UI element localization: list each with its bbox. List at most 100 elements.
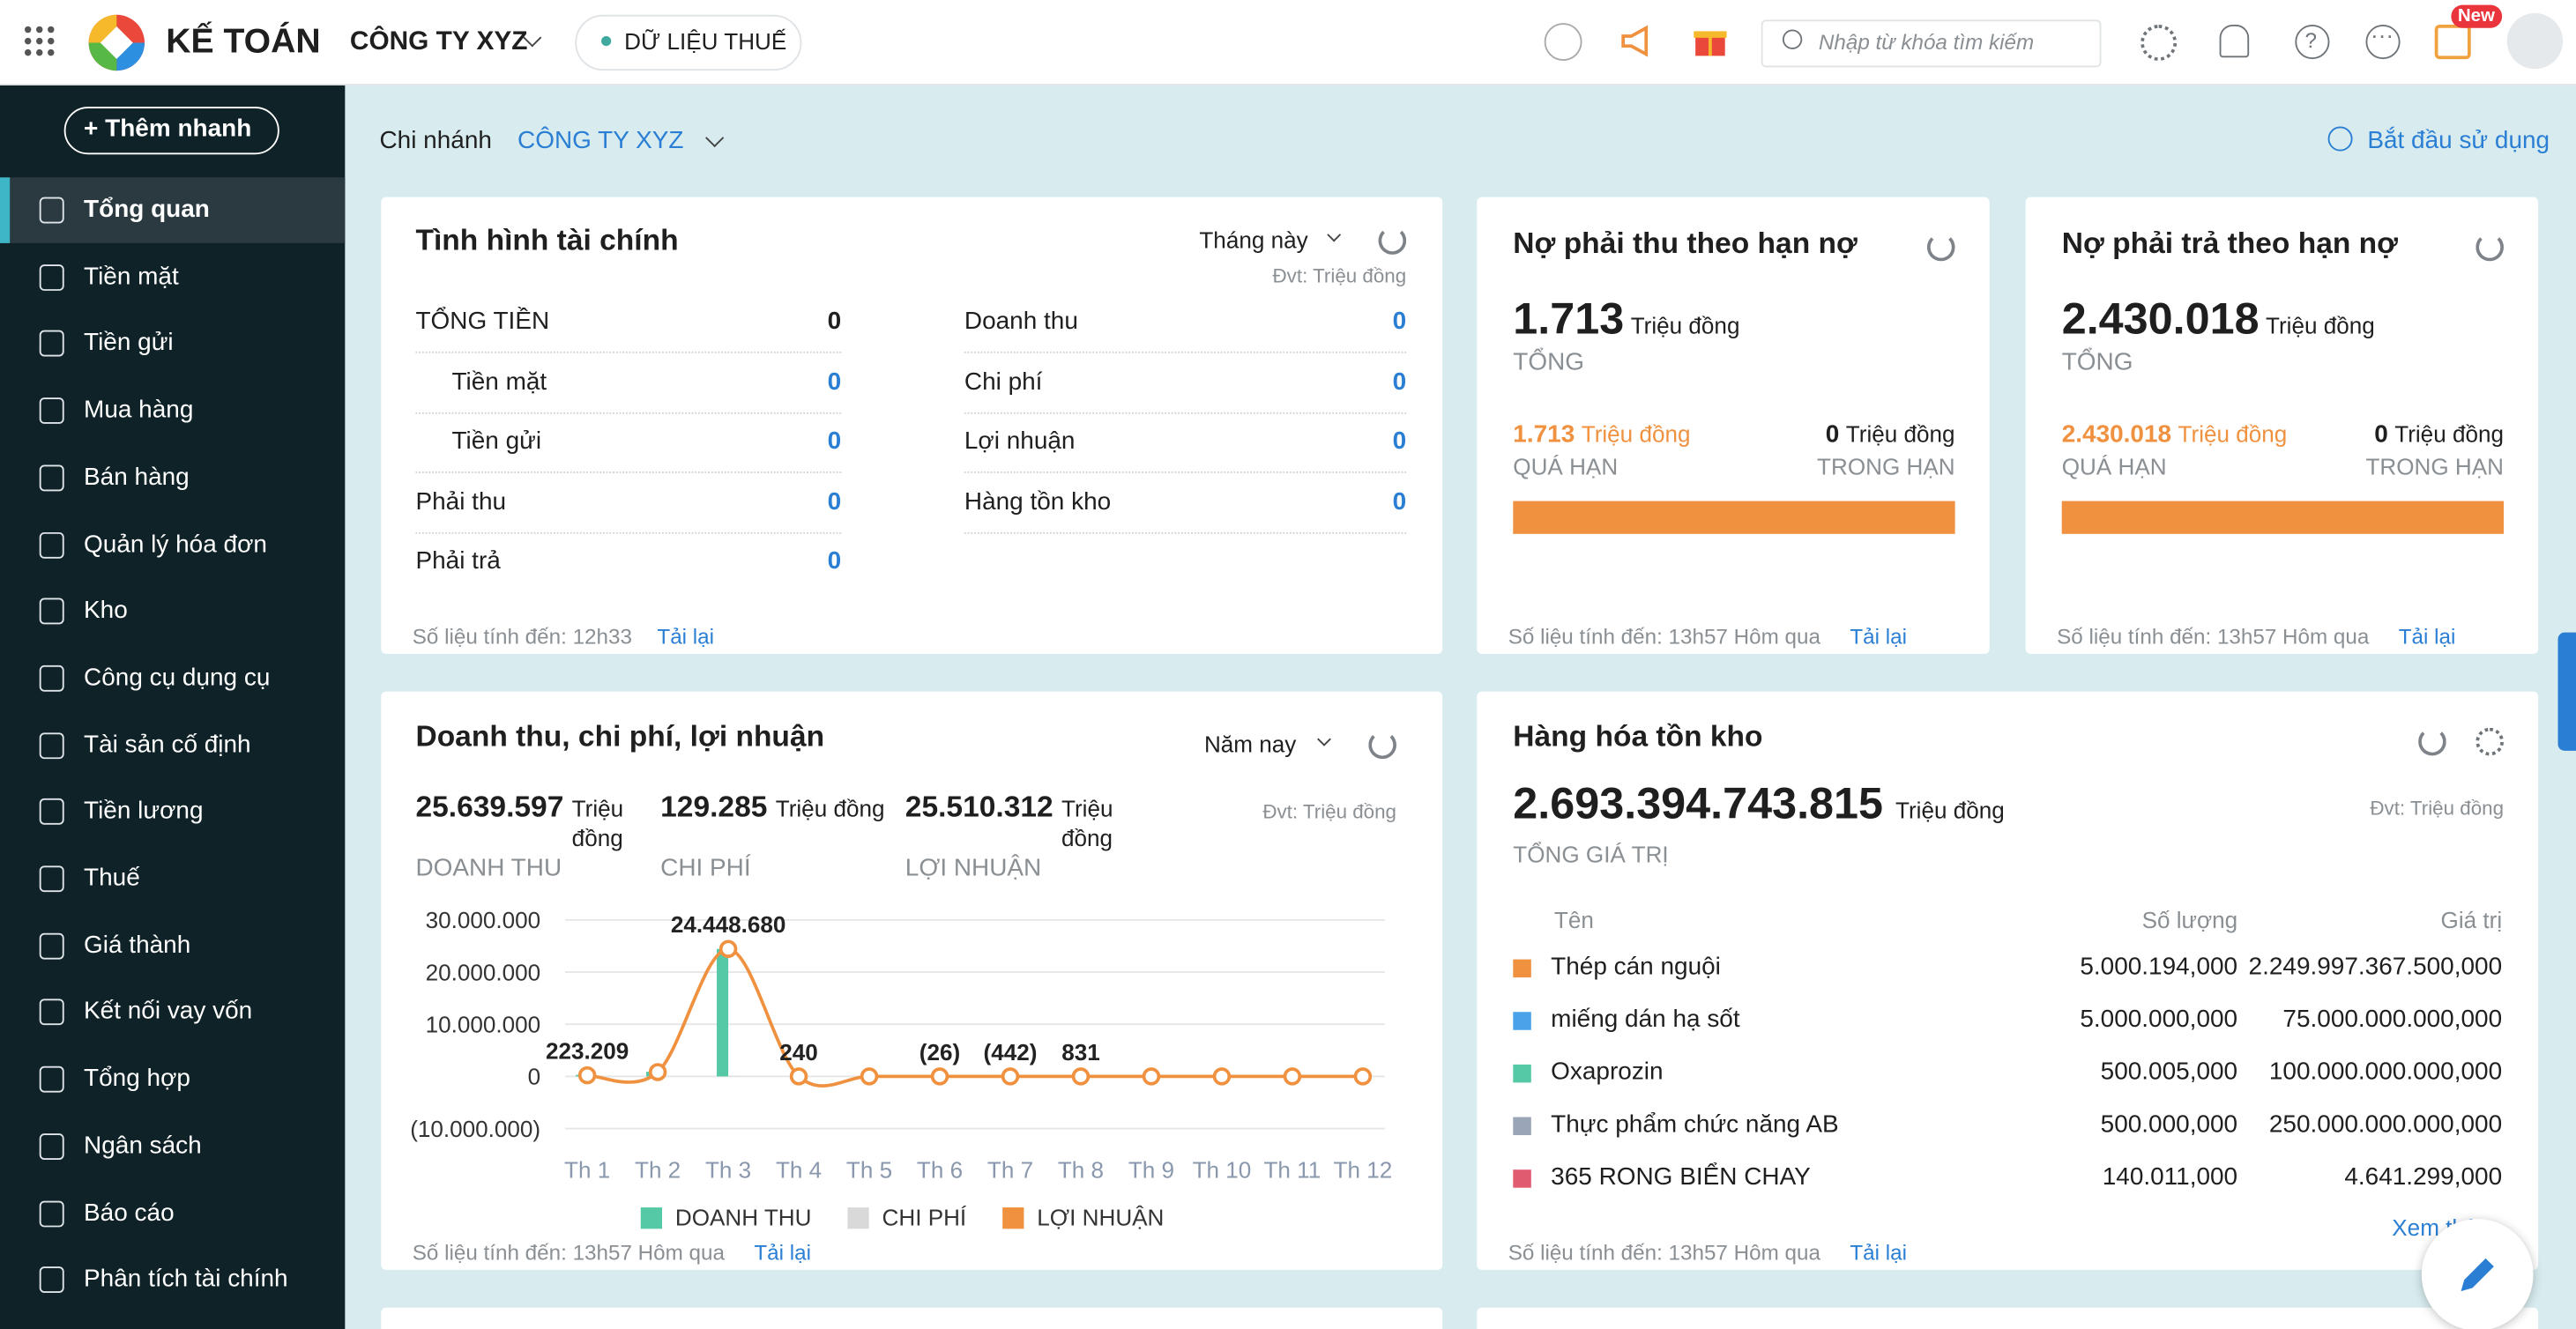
in-term-label: TRONG HẠN — [1817, 453, 1955, 480]
menu-icon — [39, 798, 64, 826]
menu-item[interactable]: Bán hàng — [0, 445, 345, 511]
reload-link[interactable]: Tải lại — [1850, 1240, 1907, 1266]
total-unit: Triệu đồng — [2266, 312, 2375, 338]
menu-item[interactable]: Tổng hợp — [0, 1047, 345, 1113]
menu-item[interactable]: Ngân sách — [0, 1113, 345, 1179]
debt-card — [1477, 197, 1990, 654]
menu-item[interactable]: Giá thành — [0, 913, 345, 979]
revenue-card — [381, 691, 1443, 1270]
side-tab[interactable] — [2557, 632, 2576, 751]
x-tick-label: Th 6 — [917, 1157, 963, 1184]
announce-icon[interactable] — [1619, 23, 1655, 59]
summary: 25.510.312 Triệu đồng — [905, 791, 1139, 853]
menu-item[interactable]: Phân tích tài chính — [0, 1247, 345, 1313]
menu-label: Công cụ dụng cụ — [84, 663, 271, 692]
refresh-icon[interactable] — [2418, 727, 2446, 756]
menu-item[interactable]: Tiền lương — [0, 779, 345, 845]
refresh-icon[interactable] — [1926, 233, 1955, 262]
row-label: Tiền gửi — [451, 427, 542, 456]
data-label: 831 — [1061, 1039, 1100, 1065]
reload-link[interactable]: Tải lại — [657, 624, 715, 650]
menu-item[interactable]: Tổng quan — [0, 177, 346, 243]
help-icon[interactable] — [2295, 24, 2330, 60]
row-label: Chi phí — [964, 367, 1043, 396]
footer-note: Số liệu tính đến: 13h57 Hôm qua — [412, 1240, 725, 1266]
quick-add-label: + Thêm nhanh — [84, 115, 252, 144]
in-term-label: TRONG HẠN — [2365, 453, 2505, 480]
more-icon[interactable] — [2365, 24, 2401, 60]
total-value: 2.430.018 — [2061, 293, 2260, 344]
quick-add-button[interactable] — [63, 107, 279, 155]
bell-icon[interactable] — [2219, 24, 2250, 58]
finance-row: Doanh thu 0 — [964, 293, 1407, 353]
legend-swatch — [640, 1207, 662, 1229]
footer-note: Số liệu tính đến: 13h57 Hôm qua — [1508, 1240, 1820, 1266]
reload-link[interactable]: Tải lại — [1850, 624, 1907, 650]
period-select[interactable]: Năm nay — [1203, 731, 1297, 758]
app-grid-icon[interactable] — [23, 25, 56, 57]
company-switcher[interactable]: CÔNG TY XYZ — [349, 27, 528, 56]
item-value: 2.249.997.367.500,000 — [2248, 953, 2503, 981]
y-tick-label: 0 — [528, 1064, 541, 1090]
point — [577, 1065, 597, 1085]
menu-icon — [39, 330, 64, 358]
menu-item[interactable]: Mua hàng — [0, 378, 345, 444]
settings-icon[interactable] — [2140, 24, 2178, 61]
refresh-icon[interactable] — [2475, 233, 2505, 262]
data-label: (442) — [984, 1039, 1038, 1065]
download-icon[interactable] — [1544, 23, 1582, 61]
reload-link[interactable]: Tải lại — [754, 1240, 811, 1266]
x-tick-label: Th 9 — [1128, 1157, 1174, 1184]
x-tick-label: Th 12 — [1334, 1157, 1393, 1184]
menu-item[interactable]: Kết nối vay vốn — [0, 980, 345, 1046]
help-mark: ? — [2304, 27, 2317, 53]
debt-card — [2025, 197, 2539, 654]
x-tick-label: Th 2 — [635, 1157, 681, 1184]
menu-item[interactable]: Tài sản cố định — [0, 712, 345, 778]
menu-item[interactable]: Công cụ dụng cụ — [0, 645, 345, 711]
menu-item[interactable]: Tiền gửi — [0, 311, 345, 377]
column-header: Giá trị — [2440, 906, 2503, 933]
refresh-icon[interactable] — [1378, 226, 1407, 255]
reload-link[interactable]: Tải lại — [2398, 624, 2456, 650]
edit-icon — [2461, 1258, 2494, 1292]
inventory-total: 2.693.394.743.815 Triệu đồng — [1513, 779, 2004, 835]
summary-value: 25.639.597 — [415, 790, 564, 823]
card-title: Hàng hóa tồn kho — [1513, 719, 1763, 753]
search-box[interactable] — [1761, 19, 2102, 68]
item-name: miếng dán hạ sốt — [1551, 1005, 1740, 1034]
menu-item[interactable]: Quản lý hóa đơn — [0, 512, 345, 578]
menu-icon — [39, 1199, 64, 1227]
apps-icon[interactable] — [2434, 24, 2471, 60]
in-term-amount: 0 Triệu đồng — [1826, 417, 1955, 451]
in-term-unit: Triệu đồng — [2394, 420, 2505, 448]
total-value: 2.693.394.743.815 — [1513, 778, 1884, 828]
avatar[interactable] — [2506, 12, 2564, 70]
refresh-icon[interactable] — [1368, 731, 1396, 760]
tax-data-pill[interactable] — [575, 14, 802, 71]
sidebar — [0, 85, 346, 1329]
settings-icon[interactable] — [2475, 727, 2505, 756]
summary-label: LỢI NHUẬN — [905, 854, 1042, 882]
color-marker — [1513, 1169, 1531, 1188]
menu-icon — [39, 1266, 64, 1294]
menu-item[interactable]: Thuế — [0, 846, 345, 912]
branch-select[interactable]: CÔNG TY XYZ — [517, 126, 684, 155]
period-select[interactable]: Tháng này — [1199, 226, 1308, 254]
x-tick-label: Th 5 — [846, 1157, 892, 1184]
y-tick-label: (10.000.000) — [410, 1116, 540, 1142]
menu-item[interactable]: Kho — [0, 578, 345, 644]
menu-icon — [39, 264, 64, 291]
next-card — [381, 1307, 1443, 1329]
next-card — [1477, 1307, 2539, 1329]
start-link[interactable]: Bắt đầu sử dụng — [2367, 126, 2550, 155]
menu-item[interactable]: Tiền mặt — [0, 244, 345, 310]
menu-item[interactable]: Báo cáo — [0, 1180, 345, 1246]
x-tick-label: Th 8 — [1058, 1157, 1104, 1184]
in-term-amount: 0 Triệu đồng — [2374, 417, 2504, 451]
gift-icon[interactable] — [1692, 21, 1728, 57]
footer-note: Số liệu tính đến: 13h57 Hôm qua — [1508, 624, 1820, 650]
logo — [88, 14, 145, 71]
point — [1001, 1067, 1020, 1086]
total-label: TỔNG — [2061, 348, 2133, 376]
